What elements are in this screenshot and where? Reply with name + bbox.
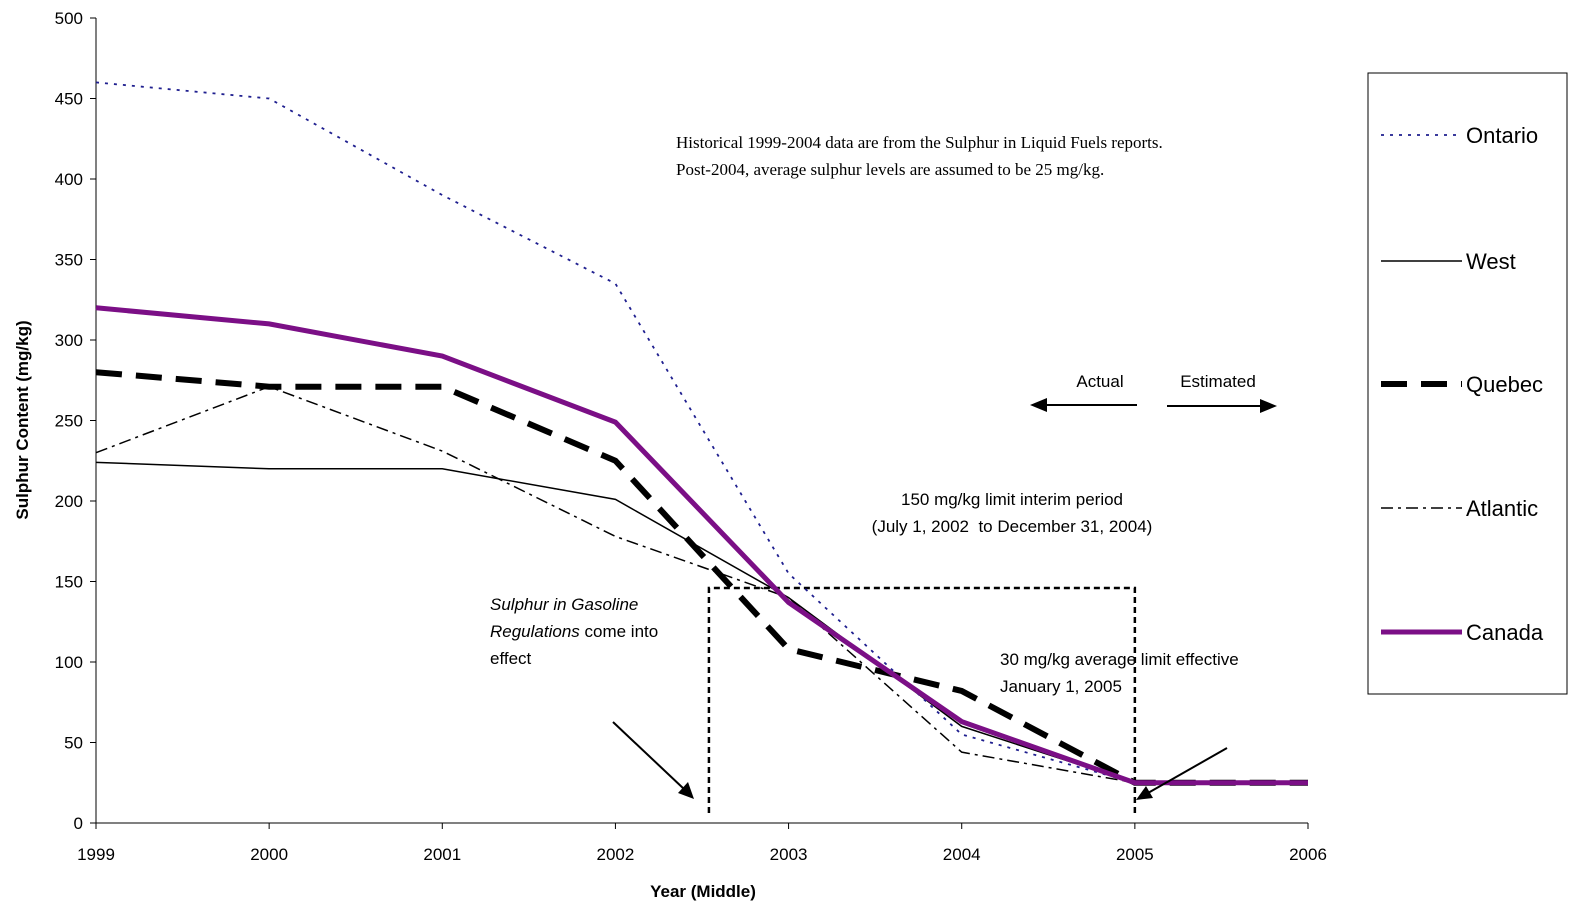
legend-label-ontario: Ontario bbox=[1466, 123, 1538, 148]
legend-label-canada: Canada bbox=[1466, 620, 1544, 645]
estimated-arrow bbox=[1167, 399, 1277, 413]
x-tick-label: 2003 bbox=[770, 845, 808, 864]
limit-label-line-2: January 1, 2005 bbox=[1000, 677, 1122, 696]
interim-label-line-1: 150 mg/kg limit interim period bbox=[901, 490, 1123, 509]
y-tick-label: 250 bbox=[55, 412, 83, 431]
limit-arrow bbox=[1136, 747, 1228, 800]
y-tick-label: 500 bbox=[55, 9, 83, 28]
legend: Ontario West Quebec Atlantic Canada bbox=[1367, 72, 1568, 695]
actual-label: Actual bbox=[1076, 372, 1123, 391]
source-note-line-1: Historical 1999-2004 data are from the S… bbox=[676, 133, 1163, 152]
series-line-canada bbox=[95, 305, 1308, 786]
estimated-label: Estimated bbox=[1180, 372, 1256, 391]
series-line-quebec bbox=[95, 369, 1308, 786]
regulations-arrow bbox=[612, 721, 694, 799]
interim-period-box bbox=[707, 586, 1137, 813]
regulations-label-line-3: effect bbox=[490, 649, 532, 668]
x-ticks: 1999 2000 2001 2002 2003 2004 2005 2006 bbox=[77, 823, 1327, 864]
interim-label-line-2: (July 1, 2002 to December 31, 2004) bbox=[872, 517, 1153, 536]
y-tick-label: 100 bbox=[55, 653, 83, 672]
source-note-line-2: Post-2004, average sulphur levels are as… bbox=[676, 160, 1104, 179]
y-axis-title: Sulphur Content (mg/kg) bbox=[13, 320, 32, 519]
legend-label-quebec: Quebec bbox=[1466, 372, 1543, 397]
legend-label-atlantic: Atlantic bbox=[1466, 496, 1538, 521]
interim-period-outline bbox=[707, 586, 1137, 813]
limit-label-line-1: 30 mg/kg average limit effective bbox=[1000, 650, 1239, 669]
y-tick-label: 150 bbox=[55, 573, 83, 592]
series-line-atlantic bbox=[95, 385, 1308, 784]
x-axis-title: Year (Middle) bbox=[650, 882, 756, 901]
x-tick-label: 2005 bbox=[1116, 845, 1154, 864]
y-tick-label: 200 bbox=[55, 492, 83, 511]
actual-arrow bbox=[1030, 398, 1137, 412]
y-tick-label: 350 bbox=[55, 251, 83, 270]
x-tick-label: 2006 bbox=[1289, 845, 1327, 864]
series-line-ontario bbox=[95, 81, 1308, 784]
legend-label-west: West bbox=[1466, 249, 1516, 274]
x-tick-label: 2002 bbox=[597, 845, 635, 864]
y-tick-label: 400 bbox=[55, 170, 83, 189]
regulations-label-line-2: Regulations come into bbox=[490, 622, 658, 641]
x-tick-label: 2004 bbox=[943, 845, 981, 864]
y-tick-label: 300 bbox=[55, 331, 83, 350]
y-tick-label: 0 bbox=[74, 814, 83, 833]
axes: 0 50 100 150 200 250 300 350 400 450 500 1999 2000 2… bbox=[55, 9, 1327, 864]
series-lines bbox=[95, 81, 1308, 786]
x-tick-label: 2000 bbox=[250, 845, 288, 864]
x-tick-label: 2001 bbox=[423, 845, 461, 864]
y-ticks: 0 50 100 150 200 250 300 350 400 450 500 bbox=[55, 9, 96, 833]
regulations-label-line-1: Sulphur in Gasoline bbox=[490, 595, 638, 614]
y-tick-label: 50 bbox=[64, 734, 83, 753]
x-tick-label: 1999 bbox=[77, 845, 115, 864]
y-tick-label: 450 bbox=[55, 90, 83, 109]
